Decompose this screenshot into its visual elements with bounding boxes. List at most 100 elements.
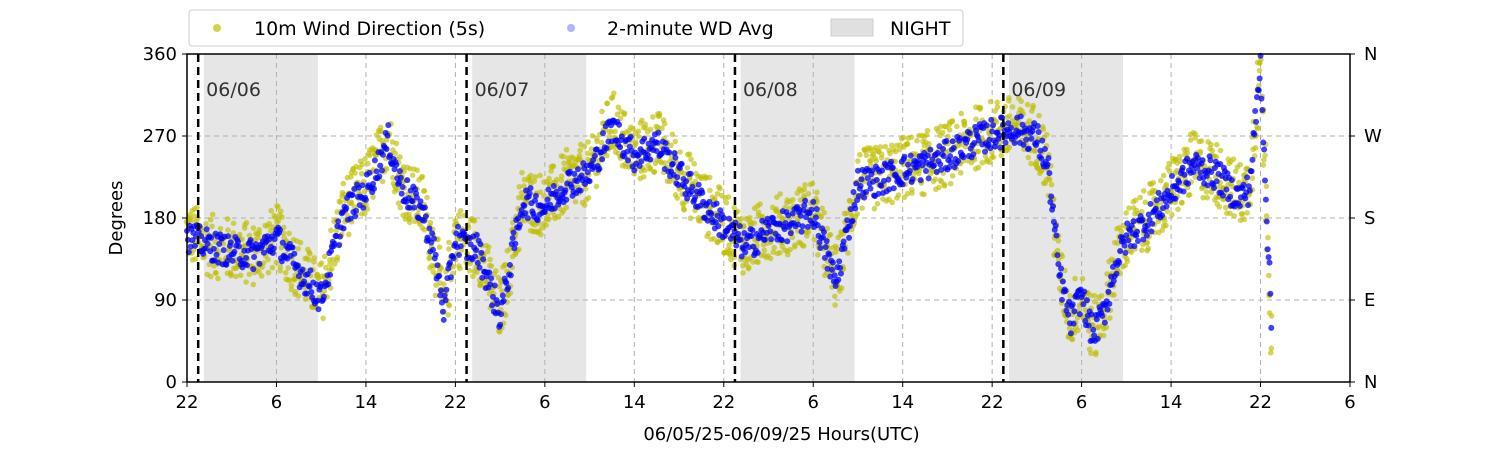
- wind-direction-point: [334, 257, 340, 263]
- wd-avg-point: [473, 231, 480, 238]
- wind-direction-point: [1139, 247, 1145, 254]
- wind-direction-point: [691, 161, 698, 167]
- wind-direction-point: [821, 209, 828, 216]
- wd-avg-point: [861, 194, 868, 201]
- wind-direction-point: [635, 133, 642, 140]
- wd-avg-point: [340, 225, 347, 232]
- wd-avg-point: [906, 167, 913, 174]
- wind-direction-point: [1127, 247, 1134, 254]
- wind-direction-point: [450, 264, 457, 270]
- wd-avg-point: [584, 169, 591, 176]
- wd-avg-point: [497, 321, 504, 328]
- wd-avg-point: [383, 146, 390, 153]
- wd-avg-point: [742, 249, 749, 256]
- wind-direction-point: [237, 272, 244, 279]
- wind-direction-point: [1217, 147, 1224, 154]
- wind-direction-point: [207, 273, 214, 280]
- wd-avg-point: [973, 127, 980, 134]
- wind-direction-point: [611, 90, 617, 97]
- wind-direction-point: [809, 180, 816, 187]
- wd-avg-point: [636, 163, 643, 170]
- wind-direction-point: [558, 173, 565, 180]
- wind-direction-point: [243, 279, 249, 285]
- wd-avg-point: [430, 235, 437, 242]
- wind-direction-point: [1236, 179, 1242, 186]
- wind-direction-point: [496, 283, 503, 290]
- wd-avg-point: [507, 272, 514, 279]
- wind-direction-point: [436, 244, 443, 251]
- wind-direction-point: [329, 266, 335, 272]
- wind-direction-point: [630, 125, 636, 132]
- wd-avg-point: [500, 298, 507, 305]
- x-tick-label-4: 6: [539, 392, 550, 413]
- x-tick-label-6: 22: [712, 392, 735, 413]
- wind-direction-point: [241, 225, 248, 231]
- wind-direction-point: [650, 114, 656, 120]
- wind-direction-point: [677, 149, 683, 155]
- wd-avg-point: [817, 244, 824, 251]
- wd-avg-point: [1105, 288, 1112, 295]
- wd-avg-point: [666, 149, 673, 156]
- wd-avg-point: [441, 292, 448, 299]
- wd-avg-point: [294, 262, 301, 269]
- wind-direction-point: [604, 152, 610, 159]
- wd-avg-point: [443, 286, 450, 293]
- wd-avg-point: [1005, 120, 1012, 127]
- wind-direction-point: [818, 214, 825, 220]
- wind-direction-point: [639, 117, 645, 124]
- wind-direction-point: [383, 166, 390, 172]
- wind-direction-point: [599, 108, 605, 115]
- wd-avg-point: [850, 189, 857, 196]
- wind-direction-point: [805, 190, 812, 197]
- wd-avg-point: [1049, 203, 1056, 210]
- wind-direction-point: [1075, 327, 1081, 334]
- wd-avg-point: [532, 197, 539, 204]
- wind-direction-point: [566, 159, 573, 165]
- wd-avg-point: [875, 190, 882, 197]
- wd-avg-point: [625, 157, 632, 164]
- wind-direction-point: [1044, 131, 1050, 138]
- wind-direction-point: [746, 214, 753, 221]
- wind-direction-point: [941, 181, 948, 188]
- wind-direction-point: [1048, 181, 1055, 188]
- wd-avg-point: [687, 170, 694, 177]
- wd-avg-point: [613, 137, 620, 144]
- wind-direction-point: [471, 218, 478, 224]
- wind-direction-point: [311, 255, 318, 261]
- wd-avg-point: [397, 174, 404, 181]
- wind-direction-point: [337, 199, 344, 205]
- wind-direction-point: [203, 221, 209, 227]
- wind-direction-point: [277, 264, 284, 270]
- wind-direction-point: [1040, 126, 1047, 133]
- wd-avg-point: [1011, 139, 1018, 146]
- wd-avg-point: [927, 146, 934, 153]
- wd-avg-point: [571, 170, 578, 177]
- wind-direction-point: [790, 196, 796, 203]
- wind-direction-point: [871, 205, 878, 212]
- wd-avg-point: [325, 281, 332, 288]
- wind-direction-point: [393, 140, 400, 147]
- wind-direction-point: [288, 282, 295, 289]
- wd-avg-point: [917, 177, 924, 184]
- wind-direction-point: [445, 312, 451, 318]
- wind-direction-point: [684, 165, 691, 171]
- wd-avg-point: [802, 197, 809, 204]
- wind-direction-point: [1067, 293, 1073, 299]
- wind-direction-point: [563, 204, 570, 211]
- wd-avg-point: [1017, 113, 1024, 120]
- wind-direction-point: [397, 154, 403, 160]
- wind-direction-point: [1103, 324, 1110, 331]
- wind-direction-point: [1254, 125, 1261, 132]
- wd-avg-point: [516, 221, 523, 228]
- wind-direction-point: [1111, 292, 1117, 298]
- wd-avg-point: [1208, 168, 1215, 175]
- wind-direction-point: [1231, 213, 1237, 219]
- wind-direction-point: [1159, 227, 1166, 233]
- wd-avg-point: [801, 202, 808, 209]
- wind-direction-point: [939, 129, 946, 136]
- wind-direction-point: [827, 231, 834, 238]
- wind-direction-point: [598, 139, 605, 146]
- wind-direction-point: [1263, 183, 1270, 190]
- wind-direction-point: [1204, 194, 1210, 201]
- wd-avg-point: [393, 161, 400, 168]
